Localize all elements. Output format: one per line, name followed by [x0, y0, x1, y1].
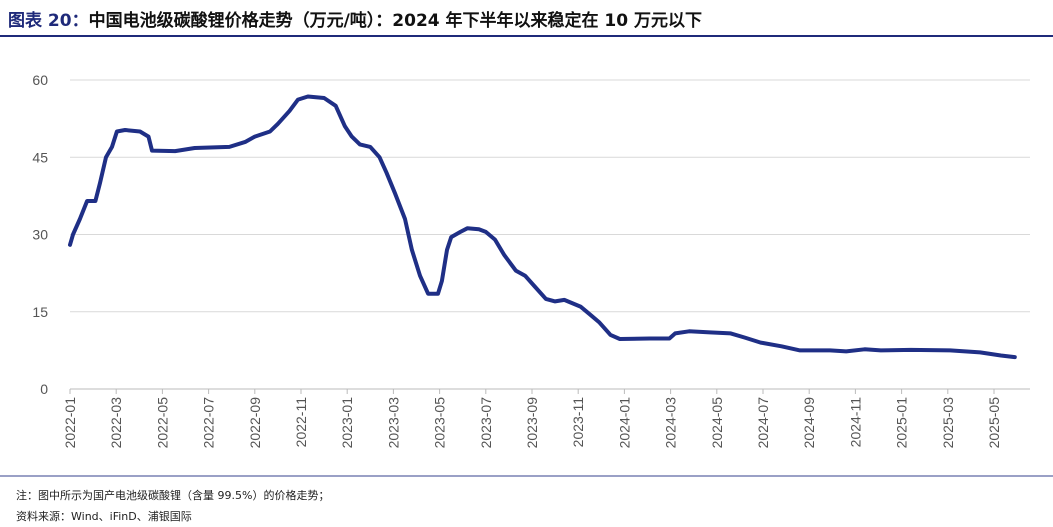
x-tick-label: 2025-03 — [940, 397, 956, 449]
price-line — [68, 94, 1017, 360]
x-tick-label: 2025-05 — [986, 397, 1002, 449]
source-note: 资料来源：Wind、iFinD、浦银国际 — [16, 510, 192, 523]
figure-label: 图表 20： — [8, 11, 89, 31]
x-tick-label: 2022-09 — [247, 397, 263, 449]
x-tick-label: 2022-05 — [154, 397, 170, 449]
y-tick-label: 60 — [32, 72, 48, 88]
y-tick-label: 45 — [32, 149, 48, 165]
x-tick-label: 2023-03 — [385, 397, 401, 449]
x-tick-label: 2025-01 — [894, 397, 910, 449]
title-divider — [0, 35, 1053, 37]
x-tick-label: 2023-11 — [570, 397, 586, 448]
y-tick-label: 30 — [32, 227, 48, 243]
x-tick-label: 2023-07 — [478, 397, 494, 449]
y-tick-label: 0 — [40, 381, 48, 397]
x-tick-label: 2022-07 — [201, 397, 217, 449]
x-tick-label: 2024-11 — [847, 397, 863, 448]
x-tick-label: 2023-01 — [339, 397, 355, 449]
x-tick-label: 2022-11 — [293, 397, 309, 448]
x-tick-label: 2022-03 — [108, 397, 124, 449]
x-tick-label: 2024-01 — [616, 397, 632, 449]
x-tick-label: 2023-09 — [524, 397, 540, 449]
x-tick-label: 2024-09 — [801, 397, 817, 449]
chart-title: 图表 20：中国电池级碳酸锂价格走势（万元/吨）：2024 年下半年以来稳定在 … — [8, 6, 702, 31]
x-tick-label: 2024-07 — [755, 397, 771, 449]
footnote: 注：图中所示为国产电池级碳酸锂（含量 99.5%）的价格走势； — [16, 489, 330, 502]
x-tick-label: 2022-01 — [62, 397, 78, 449]
x-tick-label: 2024-05 — [709, 397, 725, 449]
x-tick-label: 2024-03 — [663, 397, 679, 449]
y-tick-label: 15 — [32, 304, 48, 320]
x-tick-label: 2023-05 — [432, 397, 448, 449]
title-text: 中国电池级碳酸锂价格走势（万元/吨）：2024 年下半年以来稳定在 10 万元以… — [88, 11, 703, 31]
line-chart: 0 15 30 45 60 2022-01 2022-03 2022-05 2022-07 202… — [32, 72, 1030, 449]
footer-divider — [0, 475, 1053, 477]
